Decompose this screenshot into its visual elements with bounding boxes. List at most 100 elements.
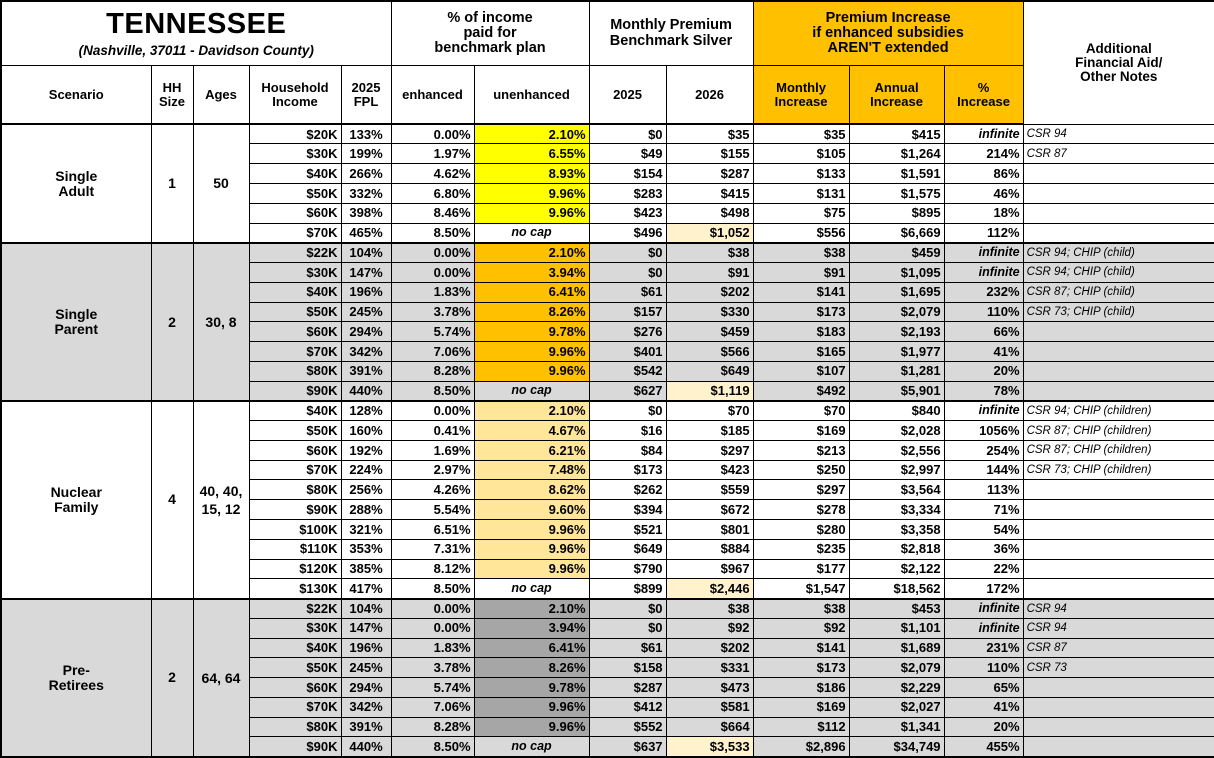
pct-increase-value: 22%	[943, 558, 1024, 580]
ages-value: 30, 8	[192, 242, 250, 402]
ages-value: 40, 40, 15, 12	[192, 400, 250, 600]
additional-notes-value: CSR 94; CHIP (children)	[1022, 400, 1214, 422]
enhanced-pct-value: 5.74%	[390, 321, 475, 343]
monthly-increase-value: $131	[752, 183, 850, 204]
fpl-value: 342%	[340, 341, 392, 362]
premium-2026-value: $287	[665, 163, 754, 184]
fpl-value: 133%	[340, 123, 392, 145]
premium-2025-value: $0	[588, 400, 667, 422]
fpl-value: 440%	[340, 380, 392, 402]
household-income-value: $50K	[248, 420, 342, 441]
table-row: Single Parent 2 30, 8 $22K 104% 0.00% 2.10% $0 $3…	[0, 242, 1214, 402]
premium-2025-value: $637	[588, 736, 667, 758]
premium-2026-value: $38	[665, 598, 754, 619]
unenhanced-pct-value: 6.41%	[473, 637, 590, 659]
unenhanced-pct-value: 9.96%	[473, 341, 590, 362]
enhanced-pct-value: 5.74%	[390, 677, 475, 698]
household-income-value: $80K	[248, 360, 342, 382]
annual-increase-value: $2,193	[848, 321, 945, 343]
household-income-value: $70K	[248, 696, 342, 718]
household-income-value: $90K	[248, 499, 342, 521]
fpl-value: 266%	[340, 163, 392, 184]
annual-increase-value: $840	[848, 400, 945, 422]
pct-increase-value: 214%	[943, 143, 1024, 165]
fpl-value: 342%	[340, 696, 392, 718]
additional-notes-value	[1022, 736, 1214, 758]
premium-2026-value: $459	[665, 321, 754, 343]
scenario-label: Nuclear Family	[0, 400, 152, 600]
fpl-value: 332%	[340, 183, 392, 204]
fpl-value: 160%	[340, 420, 392, 441]
annual-increase-value: $6,669	[848, 222, 945, 244]
additional-notes-value: CSR 73	[1022, 657, 1214, 679]
monthly-increase-value: $38	[752, 242, 850, 264]
annual-increase-value: $459	[848, 242, 945, 264]
premium-2026-value: $331	[665, 657, 754, 679]
premium-2025-value: $412	[588, 696, 667, 718]
fpl-value: 245%	[340, 657, 392, 679]
household-income-value: $100K	[248, 519, 342, 540]
fpl-value: 391%	[340, 716, 392, 738]
monthly-increase-value: $280	[752, 519, 850, 540]
household-income-value: $60K	[248, 202, 342, 224]
premium-2026-value: $423	[665, 459, 754, 481]
annual-increase-value: $3,358	[848, 519, 945, 540]
premium-2026-value: $672	[665, 499, 754, 521]
enhanced-pct-value: 4.26%	[390, 479, 475, 501]
enhanced-pct-value: 8.28%	[390, 716, 475, 738]
premium-2025-value: $0	[588, 123, 667, 145]
premium-2025-value: $496	[588, 222, 667, 244]
table-row: $50K 245% 3.78% 8.26% $157 $330 $173 $2,079 110%…	[1, 301, 1214, 323]
premium-2026-value: $649	[665, 360, 754, 382]
annual-increase-value: $3,564	[848, 479, 945, 501]
monthly-increase-value: $141	[752, 281, 850, 303]
additional-notes-value: CSR 94	[1022, 123, 1214, 145]
household-income-value: $40K	[248, 281, 342, 303]
enhanced-pct-value: 7.06%	[390, 341, 475, 362]
unenhanced-pct-value: no cap	[473, 736, 590, 758]
pct-increase-value: 18%	[943, 202, 1024, 224]
table-row: Single Adult 1 50 $20K 133% 0.00% 2.10% $0 $35 $35…	[0, 123, 1214, 244]
column-header-annual-increase: Annual Increase	[848, 65, 945, 126]
pct-increase-value: 254%	[943, 439, 1024, 461]
additional-notes-value: CSR 87	[1022, 143, 1214, 165]
location-subtitle: (Nashville, 37011 - Davidson County)	[78, 42, 314, 58]
monthly-increase-value: $35	[752, 123, 850, 145]
pct-increase-value: 41%	[943, 341, 1024, 362]
fpl-value: 391%	[340, 360, 392, 382]
pct-increase-value: 455%	[943, 736, 1024, 758]
enhanced-pct-value: 8.28%	[390, 360, 475, 382]
fpl-value: 417%	[340, 578, 392, 600]
group-header-benchmark-premium: Monthly Premium Benchmark Silver	[588, 0, 754, 67]
fpl-value: 288%	[340, 499, 392, 521]
monthly-increase-value: $177	[752, 558, 850, 580]
unenhanced-pct-value: 3.94%	[473, 262, 590, 283]
annual-increase-value: $1,689	[848, 637, 945, 659]
enhanced-pct-value: 1.83%	[390, 281, 475, 303]
premium-2026-value: $38	[665, 242, 754, 264]
unenhanced-pct-value: 6.55%	[473, 143, 590, 165]
annual-increase-value: $18,562	[848, 578, 945, 600]
premium-2026-value: $884	[665, 538, 754, 560]
hh-size-value: 1	[150, 123, 194, 244]
pct-increase-value: 78%	[943, 380, 1024, 402]
additional-notes-value	[1022, 499, 1214, 521]
additional-notes-value: CSR 94	[1022, 617, 1214, 639]
fpl-value: 104%	[340, 242, 392, 264]
premium-2025-value: $61	[588, 637, 667, 659]
table-row: $90K 440% 8.50% no cap $637 $3,533 $2,896 $34,7…	[1, 736, 1214, 758]
enhanced-pct-value: 8.12%	[390, 558, 475, 580]
hh-size-value: 2	[150, 242, 194, 402]
table-row: $90K 440% 8.50% no cap $627 $1,119 $492 $5,901 7…	[1, 380, 1214, 402]
fpl-value: 147%	[340, 617, 392, 639]
premium-2026-value: $2,446	[665, 578, 754, 600]
annual-increase-value: $2,028	[848, 420, 945, 441]
annual-increase-value: $1,341	[848, 716, 945, 738]
household-income-value: $50K	[248, 183, 342, 204]
premium-2026-value: $559	[665, 479, 754, 501]
pct-increase-value: 172%	[943, 578, 1024, 600]
table-row: $130K 417% 8.50% no cap $899 $2,446 $1,547 $18,…	[1, 578, 1214, 600]
premium-2025-value: $401	[588, 341, 667, 362]
premium-2025-value: $627	[588, 380, 667, 402]
